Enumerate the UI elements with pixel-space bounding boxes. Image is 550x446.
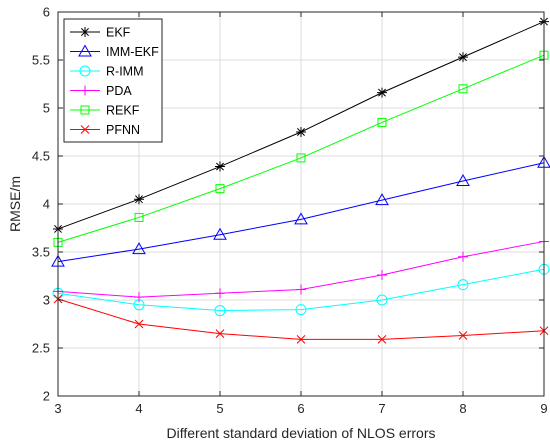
- y-tick-label: 6: [43, 5, 50, 20]
- data-point-r-imm: [376, 294, 388, 306]
- data-point-rekf: [296, 153, 306, 163]
- y-tick-label: 5: [43, 101, 50, 116]
- legend-entry-pda: PDA: [70, 84, 132, 98]
- data-point-r-imm: [457, 279, 469, 291]
- y-tick-label: 2: [43, 389, 50, 404]
- data-point-rekf: [377, 117, 387, 127]
- data-point-ekf: [296, 127, 306, 137]
- x-tick-label: 4: [135, 401, 142, 416]
- legend-box: [63, 18, 163, 143]
- legend-marker-rekf: [80, 105, 90, 115]
- legend-marker-imm-ekf: [78, 44, 92, 57]
- series-layer: [51, 16, 550, 344]
- data-point-ekf: [458, 52, 468, 63]
- data-point-pda: [134, 292, 144, 303]
- y-tick-label: 3: [43, 293, 50, 308]
- y-tick-label: 4: [43, 197, 50, 212]
- x-tick-label: 9: [540, 401, 547, 416]
- legend-marker-pfnn: [80, 125, 90, 134]
- data-point-rekf: [458, 84, 468, 94]
- data-point-r-imm: [295, 304, 307, 316]
- legend-entry-ekf: EKF: [70, 26, 131, 40]
- data-point-imm-ekf: [456, 173, 470, 186]
- data-point-imm-ekf: [294, 212, 308, 225]
- x-tick-label: 8: [459, 401, 466, 416]
- legend-entry-pfnn: PFNN: [70, 123, 140, 137]
- data-point-imm-ekf: [132, 242, 146, 255]
- data-point-pfnn: [377, 335, 387, 344]
- series-line-imm-ekf: [57, 162, 545, 263]
- y-tick-label: 2.5: [32, 341, 50, 356]
- x-axis-label: Different standard deviation of NLOS err…: [167, 425, 436, 441]
- data-point-pfnn: [296, 335, 306, 344]
- x-tick-label: 3: [54, 401, 61, 416]
- series-line-rekf: [57, 54, 545, 243]
- data-point-ekf: [134, 194, 144, 205]
- data-point-rekf: [134, 212, 144, 222]
- legend-marker-pda: [80, 85, 90, 96]
- data-point-imm-ekf: [213, 227, 227, 240]
- legend-label-r-imm: R-IMM: [106, 65, 144, 79]
- y-tick-label: 5.5: [32, 53, 50, 68]
- data-point-r-imm: [214, 305, 226, 317]
- legend-entry-rekf: REKF: [70, 104, 140, 118]
- axis-ticks: 3 4 5 6 7 8 9 2 2.5 3 3.5 4 4.5 5 5.5 6: [32, 5, 548, 417]
- legend-label-pfnn: PFNN: [106, 123, 140, 137]
- legend-marker-ekf: [80, 27, 90, 37]
- y-axis-label: RMSE/m: [7, 176, 23, 232]
- x-tick-label: 7: [378, 401, 385, 416]
- legend-label-pda: PDA: [106, 84, 132, 98]
- data-point-pda: [458, 251, 468, 262]
- data-point-ekf: [215, 161, 225, 172]
- y-tick-label: 3.5: [32, 245, 50, 260]
- data-point-pfnn: [458, 331, 468, 340]
- legend: EKF IMM-EKF R-IMM PDA REKF PFNN: [63, 18, 163, 143]
- y-tick-label: 4.5: [32, 149, 50, 164]
- x-tick-label: 5: [216, 401, 223, 416]
- legend-entry-r-imm: R-IMM: [70, 65, 144, 79]
- data-point-ekf: [377, 87, 387, 98]
- legend-label-ekf: EKF: [106, 26, 131, 40]
- data-point-pfnn: [134, 319, 144, 329]
- series-line-r-imm: [57, 268, 545, 312]
- series-rekf: [53, 50, 549, 247]
- series-imm-ekf: [51, 155, 550, 267]
- legend-label-rekf: REKF: [106, 104, 140, 118]
- legend-marker-r-imm: [79, 65, 91, 77]
- legend-label-imm-ekf: IMM-EKF: [106, 45, 159, 59]
- data-point-pda: [215, 288, 225, 299]
- data-point-imm-ekf: [375, 193, 389, 206]
- data-point-pda: [377, 270, 387, 281]
- data-point-rekf: [215, 184, 225, 194]
- x-tick-label: 6: [297, 401, 304, 416]
- legend-entry-imm-ekf: IMM-EKF: [70, 44, 159, 59]
- data-point-pda: [296, 284, 306, 295]
- data-point-pfnn: [215, 329, 225, 338]
